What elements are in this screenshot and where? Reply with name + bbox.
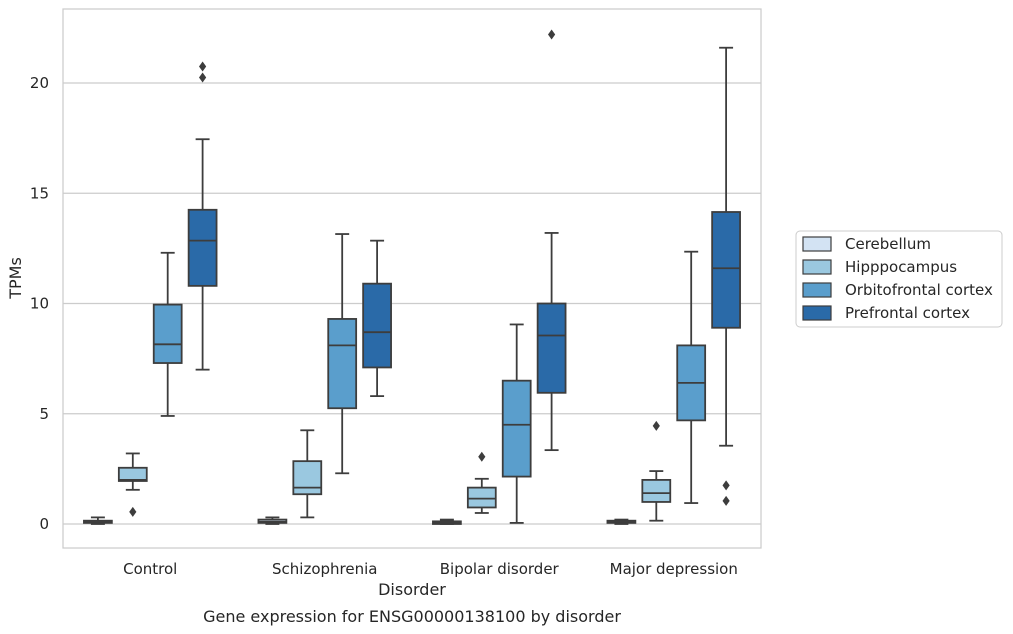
outlier-point: [722, 495, 730, 506]
box-iqr: [117, 466, 148, 482]
x-tick-label: Major depression: [610, 560, 738, 578]
box: [292, 429, 323, 519]
legend-frame: [795, 230, 1003, 328]
y-tick-label: 5: [39, 405, 49, 423]
y-tick-label: 10: [30, 295, 49, 313]
box: [83, 516, 113, 525]
box: [711, 46, 741, 506]
y-tick-label: 0: [39, 515, 49, 533]
y-axis-label: TPMs: [6, 257, 25, 300]
plot-area-frame: [62, 8, 762, 549]
outlier-point: [548, 29, 556, 40]
x-axis-label: Disorder: [378, 580, 446, 599]
box: [187, 61, 218, 371]
legend-swatch: [802, 282, 832, 298]
legend-label: Cerebellum: [845, 235, 931, 253]
box: [501, 323, 532, 524]
x-tick-label: Control: [123, 560, 177, 578]
series-prefrontal-cortex: [187, 29, 741, 506]
legend-swatch: [802, 305, 832, 321]
box: [641, 420, 672, 522]
box-iqr: [292, 460, 323, 496]
legend-swatch: [802, 259, 832, 275]
outlier-point: [722, 480, 730, 491]
box: [536, 29, 567, 452]
outlier-point: [199, 72, 207, 83]
legend-label: Prefrontal cortex: [845, 304, 970, 322]
box: [362, 239, 392, 398]
box-iqr: [641, 478, 672, 503]
x-tick-labels: Control Schizophrenia Bipolar disorder Majo…: [123, 560, 738, 578]
x-tick-label: Schizophrenia: [272, 560, 377, 578]
legend: Cerebellum Hipppocampus Orbitofrontal cort…: [795, 230, 1003, 328]
legend-label: Hipppocampus: [845, 258, 957, 276]
box: [432, 518, 462, 525]
legend-swatch: [802, 236, 832, 252]
box-iqr: [152, 303, 183, 364]
outlier-point: [129, 506, 137, 517]
box-iqr: [187, 208, 218, 287]
box: [152, 251, 183, 417]
box-iqr: [362, 282, 392, 369]
outlier-point: [478, 451, 486, 462]
x-tick-label: Bipolar disorder: [440, 560, 560, 578]
box-iqr: [711, 211, 741, 329]
box: [466, 451, 497, 514]
outlier-point: [652, 420, 660, 431]
box-iqr: [536, 302, 567, 394]
chart-caption: Gene expression for ENSG00000138100 by d…: [203, 607, 621, 626]
box-iqr: [466, 486, 497, 509]
series-orbitofrontal-cortex: [152, 233, 707, 524]
series-cerebellum: [83, 516, 637, 525]
outlier-point: [199, 61, 207, 72]
box-iqr: [501, 379, 532, 478]
series-hipppocampus: [117, 420, 672, 522]
box: [606, 518, 637, 525]
box-iqr: [327, 318, 358, 410]
box: [257, 516, 288, 525]
box-plot-series: [83, 29, 741, 525]
legend-label: Orbitofrontal cortex: [845, 281, 993, 299]
box: [327, 233, 358, 475]
box: [676, 250, 707, 504]
y-tick-label: 20: [30, 74, 49, 92]
y-tick-label: 15: [30, 184, 49, 202]
y-tick-labels: 0 5 10 15 20: [30, 74, 49, 533]
box: [117, 452, 148, 517]
y-gridlines: [63, 82, 761, 525]
